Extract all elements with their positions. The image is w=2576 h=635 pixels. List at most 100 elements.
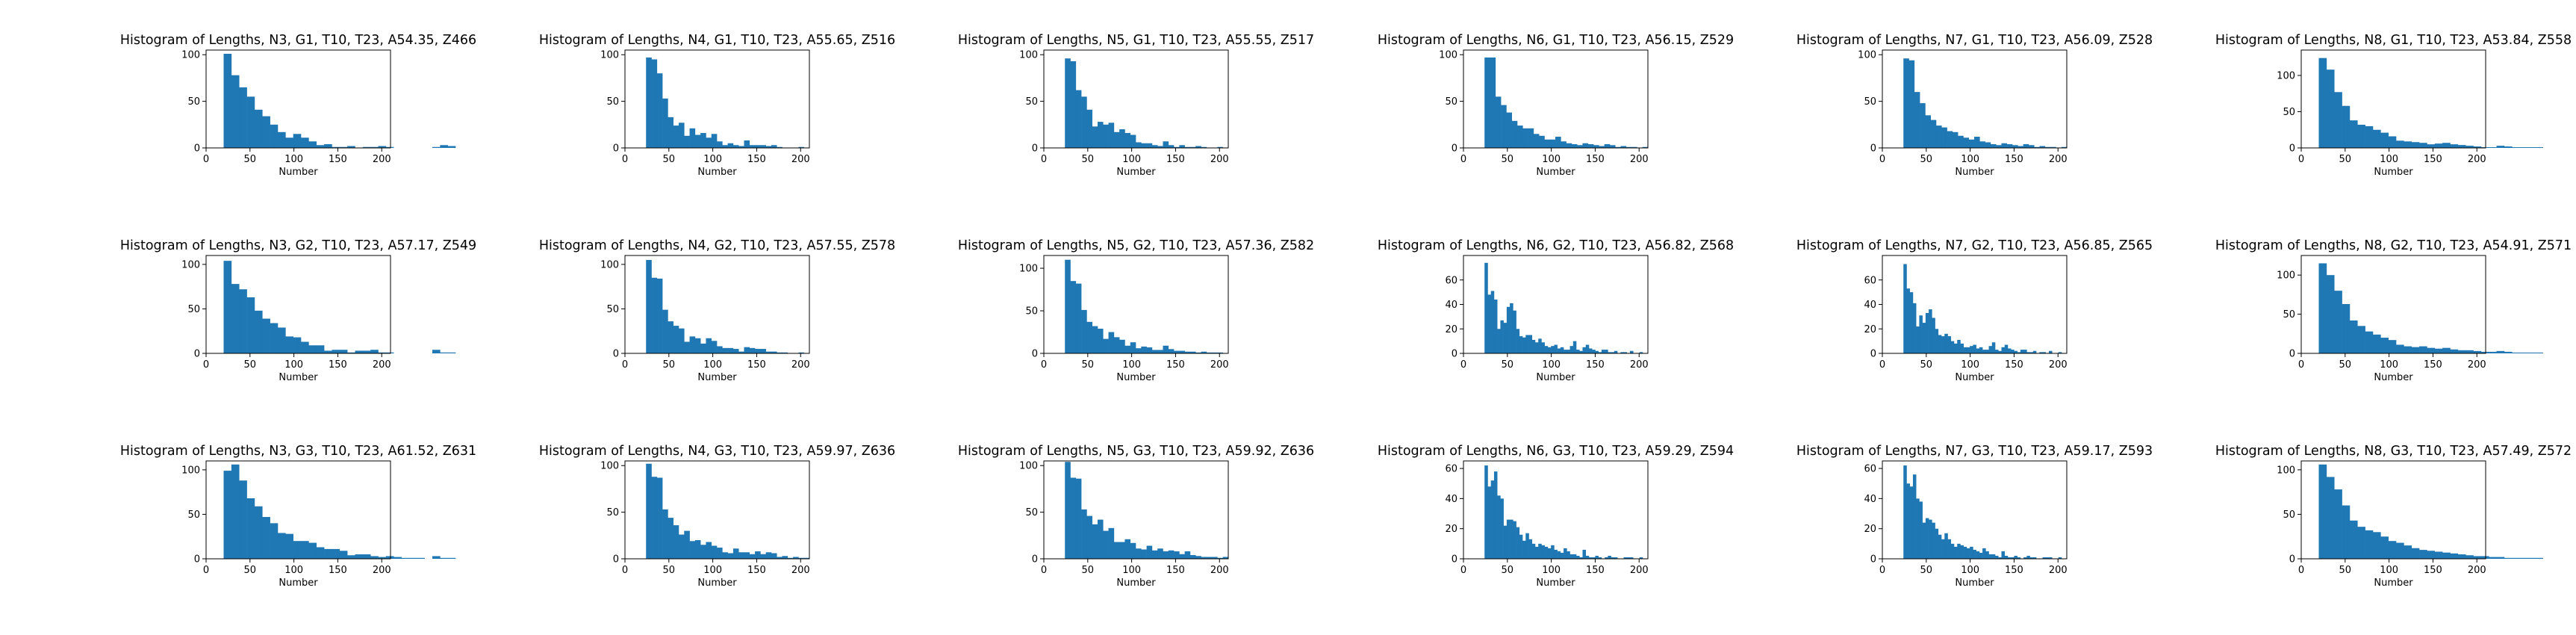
histogram-bar [689,541,696,559]
y-tick-label: 60 [1445,275,1457,286]
histogram-bar [2045,557,2050,559]
x-tick-label: 200 [1210,359,1229,371]
histogram-bar [277,327,286,353]
histogram-bar [1108,123,1115,148]
histogram-bar [1976,348,1980,353]
histogram-bar [1506,306,1511,353]
subplot-title: Histogram of Lengths, N3, G3, T10, T23, … [120,444,476,459]
histogram-bar [1974,137,1980,148]
histogram-bar [755,145,761,148]
subplot-title: Histogram of Lengths, N5, G2, T10, T23, … [958,238,1314,253]
histogram-bar [1075,478,1082,559]
histogram-bar [316,345,325,353]
histogram-bar [711,545,718,559]
x-tick-label: 50 [1502,565,1514,576]
histogram-bar [1623,352,1628,353]
histogram-bar [1564,548,1567,559]
histogram-bar [2042,352,2047,353]
y-tick-label: 0 [1870,143,1876,155]
histogram-bar [1588,348,1593,353]
x-tick-label: 150 [1166,565,1185,576]
histogram-bar [440,145,448,148]
histogram-bar [1174,551,1180,559]
histogram-bar [2326,477,2335,559]
histogram-bar [223,471,232,559]
histogram-bar [2450,144,2459,148]
histogram-bar [270,124,279,148]
x-axis-label: Number [1116,167,1156,178]
histogram-bar [1588,557,1593,559]
histogram-bar [1179,350,1185,353]
histogram-bar [2020,350,2024,353]
x-axis-label: Number [2374,167,2413,178]
histogram-bar [440,557,448,559]
histogram-bar [1973,344,1976,353]
y-tick-label: 0 [1870,349,1876,360]
histogram-bar [2380,536,2389,559]
histogram-bar [727,143,734,148]
histogram-bar [1909,486,1914,559]
histogram-bar [1605,557,1608,559]
histogram-bar [2357,326,2365,353]
histogram-bar [732,349,739,353]
histogram-bar [1513,521,1516,559]
histogram-subplot: 0 50 100 150 200 0 20 40 60 Number Histogram of Le… [1378,444,1734,589]
histogram-bar [1592,557,1596,559]
histogram-bar [1930,120,1937,148]
x-tick-label: 100 [703,154,722,165]
subplot-title: Histogram of Lengths, N4, G3, T10, T23, … [539,444,895,459]
histogram-bar [777,557,783,559]
histogram-bar [2465,350,2474,353]
histogram-bar [1598,557,1602,559]
histogram-bar [1484,57,1490,148]
histogram-bar [2419,143,2427,148]
histogram-bar [1630,557,1634,559]
x-tick-label: 100 [1961,565,1979,576]
histogram-bar [1528,539,1533,559]
histogram-bar [1487,486,1491,559]
x-tick-label: 200 [373,565,391,576]
histogram-bar [755,349,761,353]
histogram-bar [1146,347,1153,353]
histogram-bar [1538,338,1542,353]
x-tick-label: 200 [1630,359,1649,371]
histogram-bar [277,131,286,148]
histogram-bar [2061,146,2068,148]
y-tick-label: 0 [613,349,619,360]
histogram-bar [656,477,663,559]
histogram-bar [1549,139,1556,148]
histogram-bar [1605,350,1608,353]
x-tick-label: 100 [284,565,303,576]
histogram-bar [1571,144,1578,148]
histogram-bar [787,557,794,559]
histogram-bar [2473,350,2482,353]
histogram-bar [1985,350,1989,353]
x-tick-label: 50 [1920,359,1933,371]
y-tick-label: 100 [1019,461,1038,472]
axes-frame [624,460,810,560]
histogram-bar [722,347,728,353]
histogram-bar [1195,556,1201,559]
histogram-bar [1561,141,1567,148]
histogram-bar [1513,310,1516,353]
x-axis-label: Number [1955,372,1994,383]
histogram-bar [1587,144,1594,148]
histogram-bar [254,506,263,559]
histogram-bar [1490,57,1496,148]
axes-frame [205,255,391,354]
x-tick-label: 150 [2424,154,2442,165]
histogram-bar [1609,145,1616,148]
histogram-bar [1960,545,1964,559]
histogram-bar [2349,320,2358,353]
histogram-bar [1146,143,1153,148]
histogram-bar [2357,527,2365,559]
histogram-bar [1620,146,1627,148]
histogram-bar [1544,546,1549,559]
histogram-bar [1544,346,1549,353]
y-tick-label: 100 [1019,50,1038,61]
histogram-bar [1620,352,1624,353]
x-tick-label: 0 [1460,359,1466,371]
y-tick-label: 50 [187,304,200,315]
histogram-subplot: 0 50 100 150 200 0 50 100 Number Histogram of Len… [120,33,476,178]
histogram-bar [1075,283,1082,353]
